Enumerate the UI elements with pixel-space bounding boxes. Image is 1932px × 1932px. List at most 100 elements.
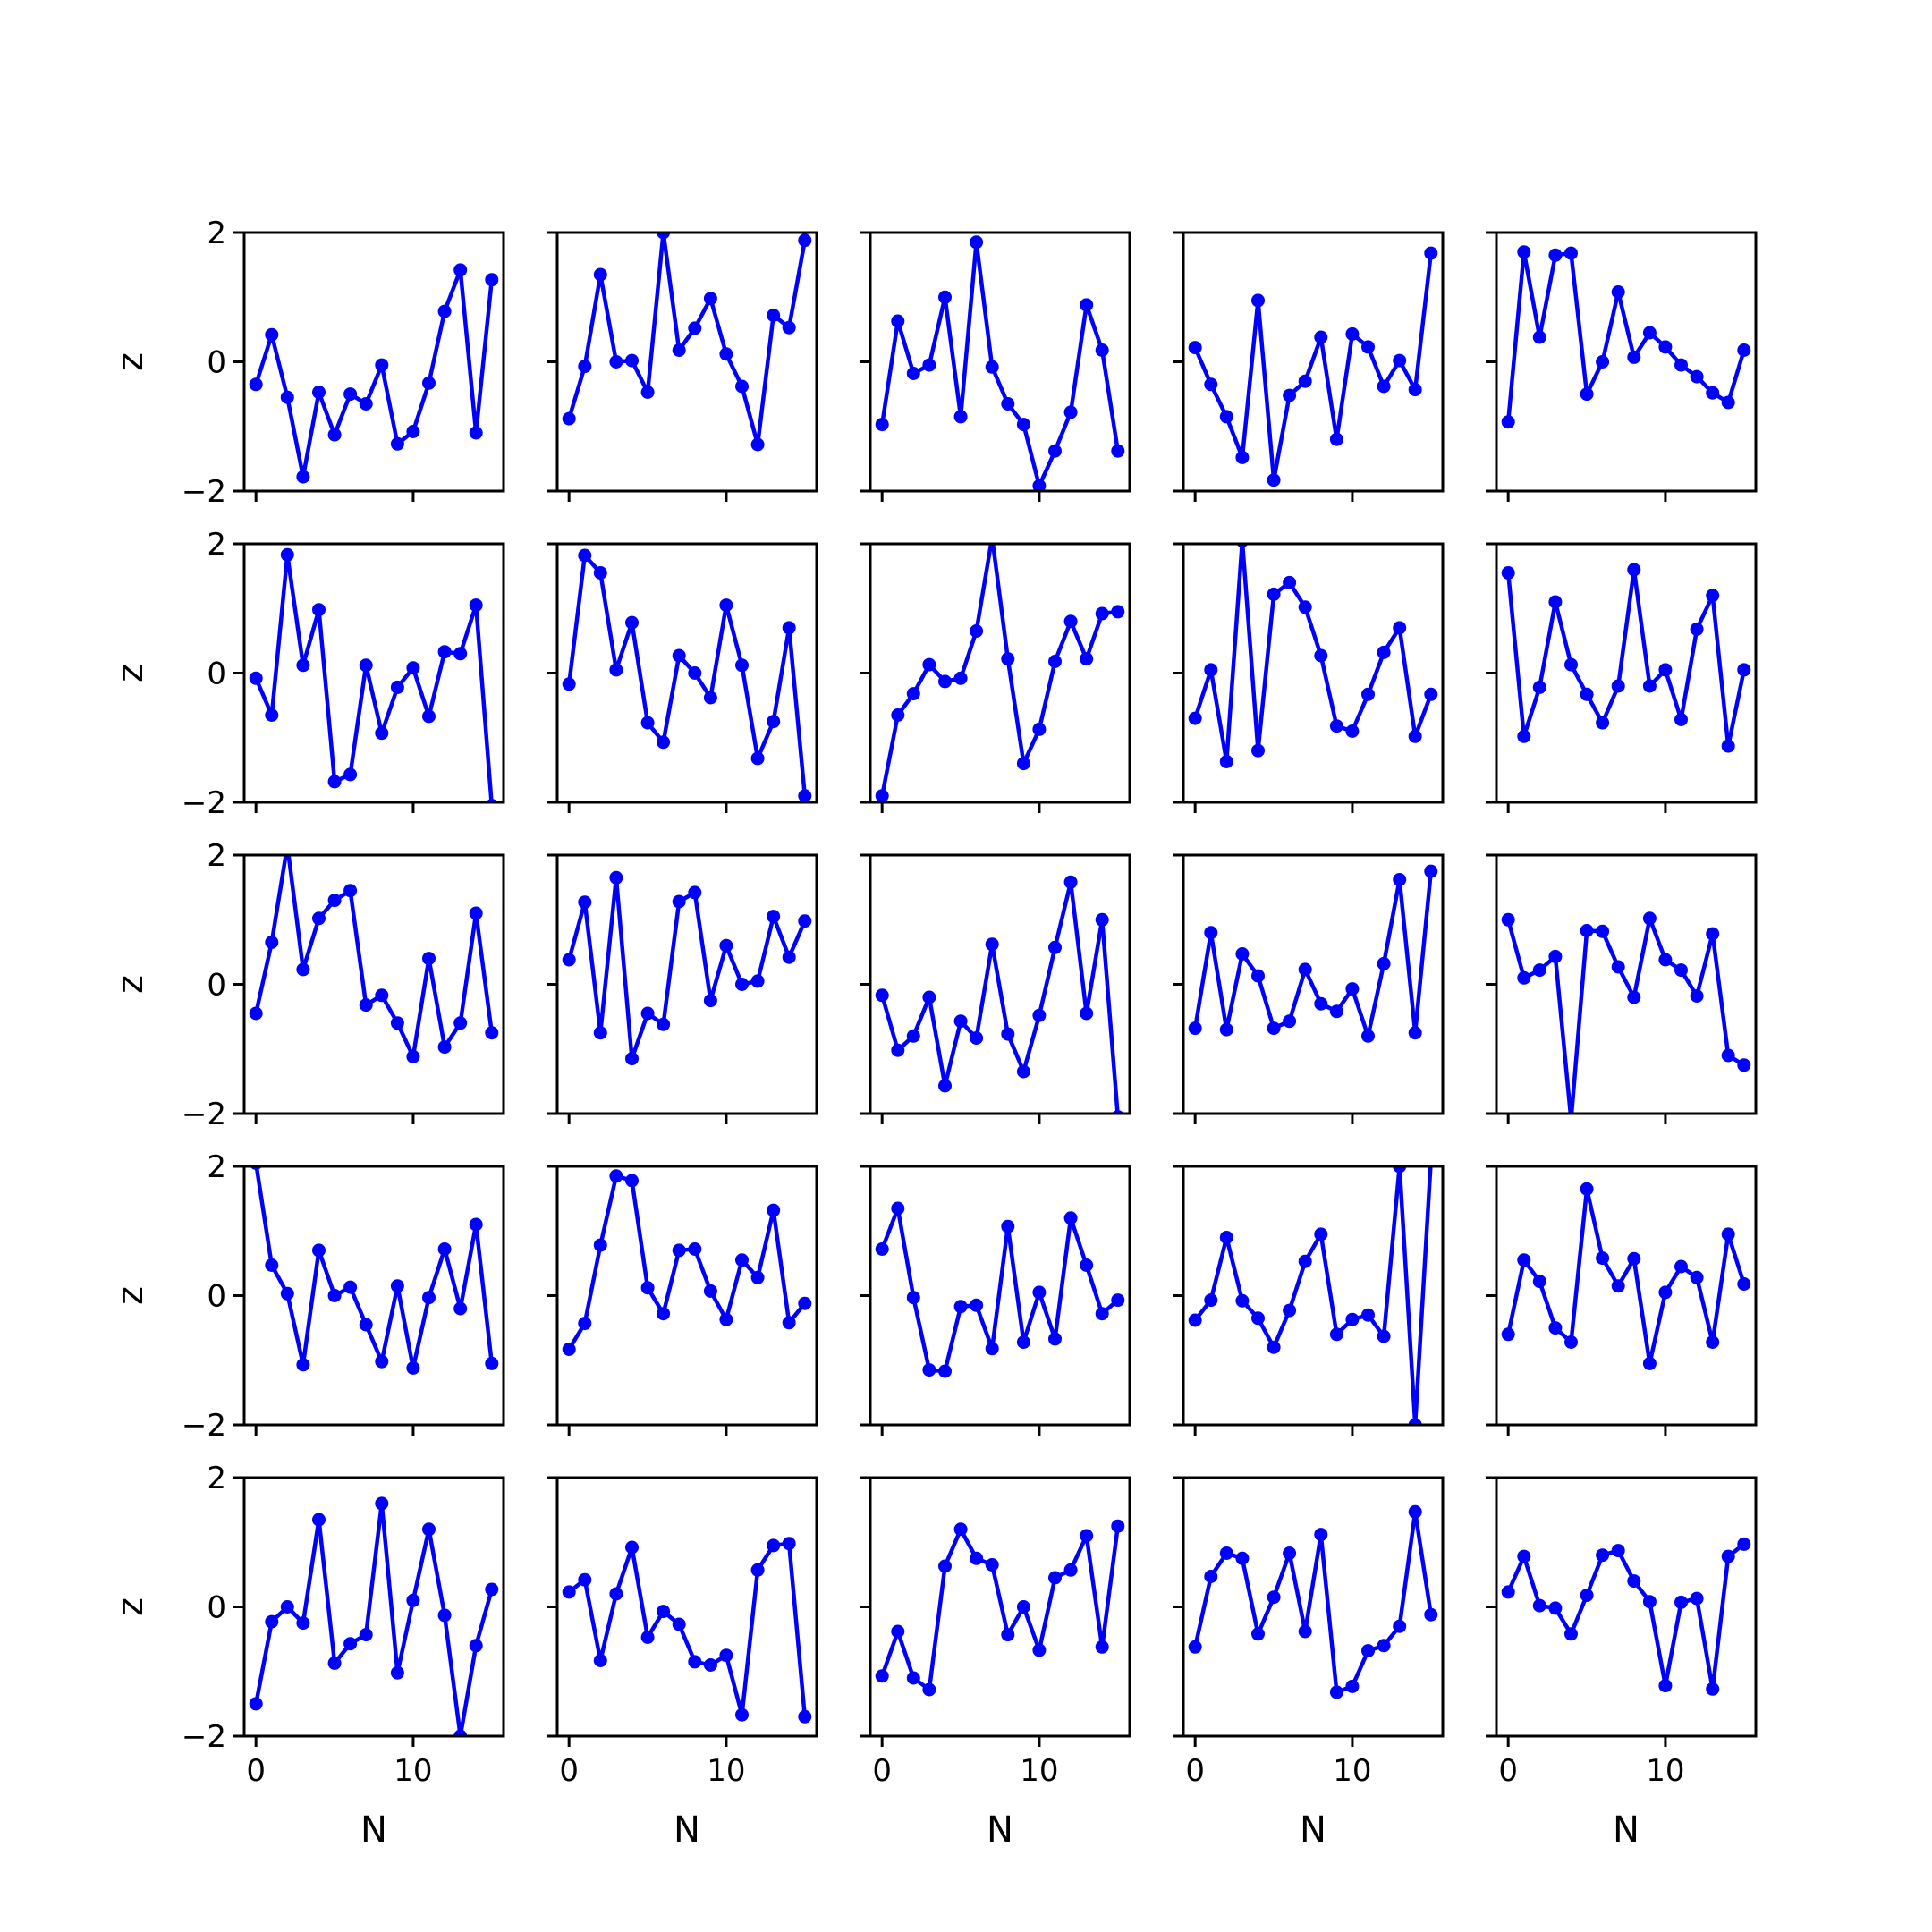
data-point — [265, 936, 279, 949]
data-point — [469, 598, 483, 613]
data-point — [1251, 1311, 1265, 1326]
data-point — [1627, 563, 1641, 577]
data-point — [672, 343, 686, 357]
data-point — [1361, 1308, 1375, 1322]
panel-r4-c1: 0 10N — [547, 1476, 818, 1851]
data-point — [1016, 757, 1030, 771]
axes-frame — [555, 542, 818, 804]
data-point — [343, 1637, 358, 1651]
data-point — [359, 658, 373, 673]
data-point — [1283, 1303, 1297, 1318]
data-point — [453, 1729, 468, 1736]
data-point — [296, 658, 310, 673]
data-point — [250, 1166, 262, 1170]
panel-r3-c0: −2 0 2 z — [110, 1149, 505, 1444]
series — [1501, 911, 1751, 1114]
data-point — [1580, 687, 1594, 701]
data-point — [750, 1563, 765, 1577]
data-point — [1080, 1258, 1094, 1272]
panel-r1-c0: −2 0 2 z — [110, 527, 505, 821]
series-line — [1506, 1542, 1746, 1691]
data-point — [1737, 1537, 1751, 1551]
series — [562, 548, 812, 802]
data-point — [1345, 326, 1360, 341]
data-point — [891, 1043, 905, 1057]
panel-r2-c3 — [1173, 853, 1445, 1124]
data-point — [1361, 340, 1375, 354]
data-point — [312, 603, 326, 617]
series-line — [1505, 250, 1746, 422]
data-point — [640, 1631, 655, 1644]
data-point — [1016, 1335, 1030, 1349]
data-point — [625, 615, 639, 630]
data-point — [1517, 1253, 1531, 1267]
data-point — [688, 886, 702, 900]
data-point — [1001, 1027, 1015, 1041]
data-point — [296, 962, 310, 977]
data-point — [767, 910, 781, 924]
data-point — [703, 691, 717, 705]
series — [1188, 246, 1438, 487]
x-tick-label: 10 — [394, 1753, 432, 1789]
panel-r0-c1 — [547, 231, 818, 502]
x-tick-label: 0 — [1185, 1753, 1205, 1789]
data-point — [1080, 1529, 1094, 1543]
data-point — [1393, 1166, 1407, 1174]
data-point — [1658, 1679, 1673, 1693]
data-point — [798, 1709, 812, 1724]
data-point — [688, 666, 702, 680]
data-point — [1111, 444, 1125, 458]
data-point — [390, 1279, 404, 1293]
x-tick-label: 10 — [707, 1753, 745, 1789]
data-point — [1517, 1549, 1531, 1563]
series — [875, 875, 1124, 1114]
data-point — [312, 911, 326, 926]
data-point — [1283, 575, 1297, 589]
data-point — [1424, 864, 1438, 878]
data-point — [1188, 1640, 1202, 1654]
series-line — [880, 1206, 1120, 1374]
y-tick-label: −2 — [182, 1408, 226, 1444]
data-point — [359, 397, 373, 411]
data-point — [1548, 595, 1563, 609]
axes-frame — [1495, 1165, 1758, 1427]
data-point — [782, 1316, 796, 1330]
data-point — [609, 1587, 623, 1601]
data-point — [625, 1174, 639, 1188]
data-point — [953, 1300, 968, 1314]
data-point — [1314, 1528, 1328, 1542]
data-point — [281, 839, 294, 852]
data-point — [985, 1342, 999, 1356]
data-point — [719, 347, 733, 361]
data-point — [1690, 369, 1704, 384]
panel-r2-c1 — [547, 853, 818, 1124]
data-point — [327, 775, 342, 789]
data-point — [970, 1031, 984, 1045]
data-point — [985, 937, 999, 952]
data-point — [938, 1079, 952, 1093]
data-point — [1188, 1313, 1202, 1327]
data-point — [562, 411, 576, 426]
data-point — [1095, 343, 1109, 357]
data-point — [672, 894, 686, 909]
data-point — [1642, 1595, 1657, 1609]
data-point — [703, 1658, 717, 1672]
data-point — [1532, 330, 1546, 344]
data-point — [327, 1289, 342, 1302]
data-point — [343, 1280, 358, 1294]
data-point — [1690, 989, 1704, 1003]
data-point — [1063, 405, 1078, 419]
x-axis-label: N — [987, 1809, 1013, 1851]
data-point — [970, 235, 984, 250]
data-point — [469, 906, 483, 920]
series-line — [1505, 567, 1747, 749]
data-point — [938, 1559, 952, 1573]
data-point — [1235, 1293, 1250, 1308]
data-point — [280, 390, 294, 404]
data-point — [280, 1600, 294, 1614]
data-point — [1298, 1254, 1312, 1268]
panel-r2-c0: −2 0 2 z — [110, 838, 505, 1132]
data-point — [922, 1363, 936, 1377]
series — [875, 544, 1125, 802]
x-tick-label: 10 — [1646, 1753, 1684, 1789]
